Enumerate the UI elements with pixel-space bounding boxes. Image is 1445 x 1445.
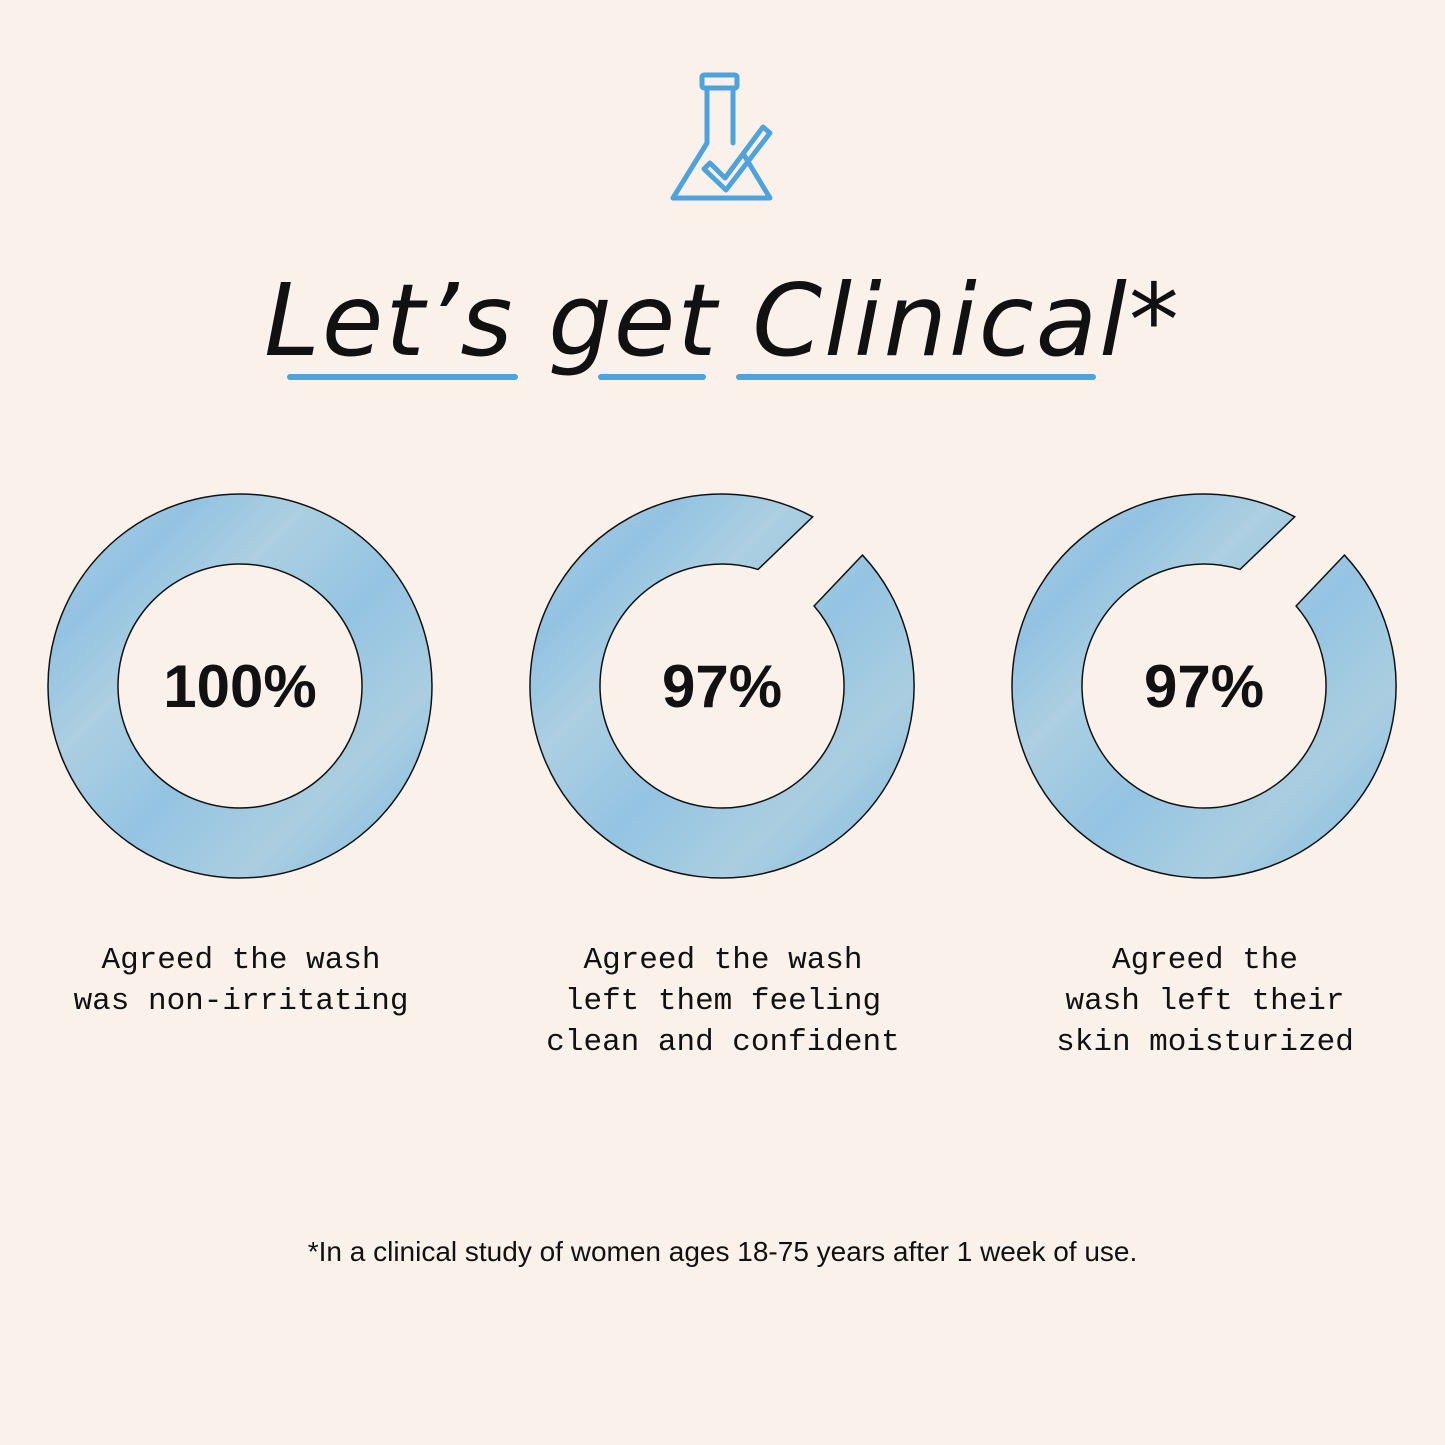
- flask-check-icon: [670, 72, 773, 201]
- title-underline: [287, 374, 518, 380]
- donut-value-label: 100%: [163, 653, 316, 720]
- donut-ring-3: [1011, 493, 1397, 879]
- caption-line: Agreed the wash: [583, 943, 863, 978]
- caption-line: was non-irritating: [73, 984, 409, 1019]
- caption-2: Agreed the wash left them feeling clean …: [503, 940, 943, 1063]
- donut-value-label: 97%: [1144, 653, 1264, 720]
- caption-line: wash left their: [1065, 984, 1345, 1019]
- caption-line: Agreed the wash: [101, 943, 381, 978]
- donut-ring-1: [47, 493, 433, 879]
- title-underline: [598, 374, 706, 380]
- caption-line: skin moisturized: [1056, 1025, 1354, 1060]
- caption-line: left them feeling: [564, 984, 882, 1019]
- title-underline: [736, 374, 1096, 380]
- page-title: Let’s get Clinical*: [264, 262, 1181, 379]
- footnote: *In a clinical study of women ages 18-75…: [307, 1236, 1138, 1267]
- donut-ring-2: [529, 493, 915, 879]
- caption-3: Agreed the wash left their skin moisturi…: [985, 940, 1425, 1063]
- caption-1: Agreed the wash was non-irritating: [21, 940, 461, 1022]
- donut-charts: 100% 97% 97%: [47, 493, 1397, 879]
- caption-line: clean and confident: [546, 1025, 900, 1060]
- caption-line: Agreed the: [1111, 943, 1299, 978]
- donut-value-label: 97%: [662, 653, 782, 720]
